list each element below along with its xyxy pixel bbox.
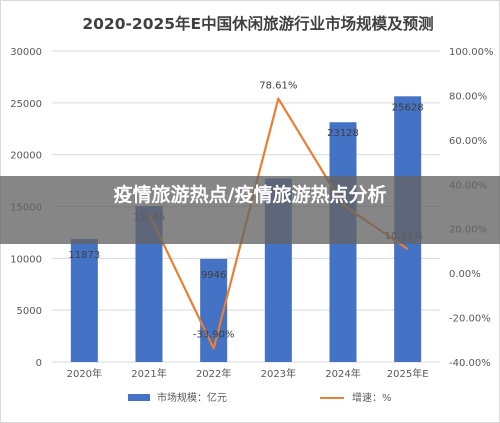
x-category-label: 2020年 [67,367,102,380]
bar-data-label: 9946 [201,270,226,281]
left-tick-label: 5000 [17,306,42,317]
x-category-label: 2021年 [131,367,166,380]
legend-label-bar: 市场规模：亿元 [157,391,227,404]
left-tick-label: 20000 [10,151,42,162]
right-tick-label: -20.00% [449,314,491,325]
bar-data-label: 11873 [68,250,100,261]
line-data-label: 78.61% [259,81,297,92]
line-data-label: -33.90% [193,329,235,340]
legend: 市场规模：亿元 增速：% [128,391,392,404]
right-tick-label: -40.00% [449,358,491,369]
bar [70,238,98,362]
legend-label-line: 增速：% [352,391,392,404]
chart-title: 2020-2025年E中国休闲旅游行业市场规模及预测 [82,14,433,33]
right-tick-label: 60.00% [449,136,487,147]
banner-text: 疫情旅游热点/疫情旅游热点分析 [113,184,387,206]
right-tick-label: 80.00% [449,91,487,102]
bar-data-label: 25628 [392,102,424,113]
x-axis-categories: 2020年 2021年 2022年 2023年 2024年 2025年E [67,367,429,380]
left-tick-label: 0 [36,358,42,369]
x-category-label: 2024年 [325,367,360,380]
right-tick-label: 100.00% [449,47,494,58]
banner-overlay [0,176,500,244]
legend-swatch-bar [128,394,150,401]
x-category-label: 2022年 [196,367,231,380]
left-tick-label: 30000 [10,47,42,58]
x-category-label: 2025年E [387,367,429,380]
left-tick-label: 25000 [10,99,42,110]
right-tick-label: 0.00% [449,269,481,280]
bar-data-label: 23128 [327,128,359,139]
x-category-label: 2023年 [261,367,296,380]
left-tick-label: 10000 [10,254,42,265]
